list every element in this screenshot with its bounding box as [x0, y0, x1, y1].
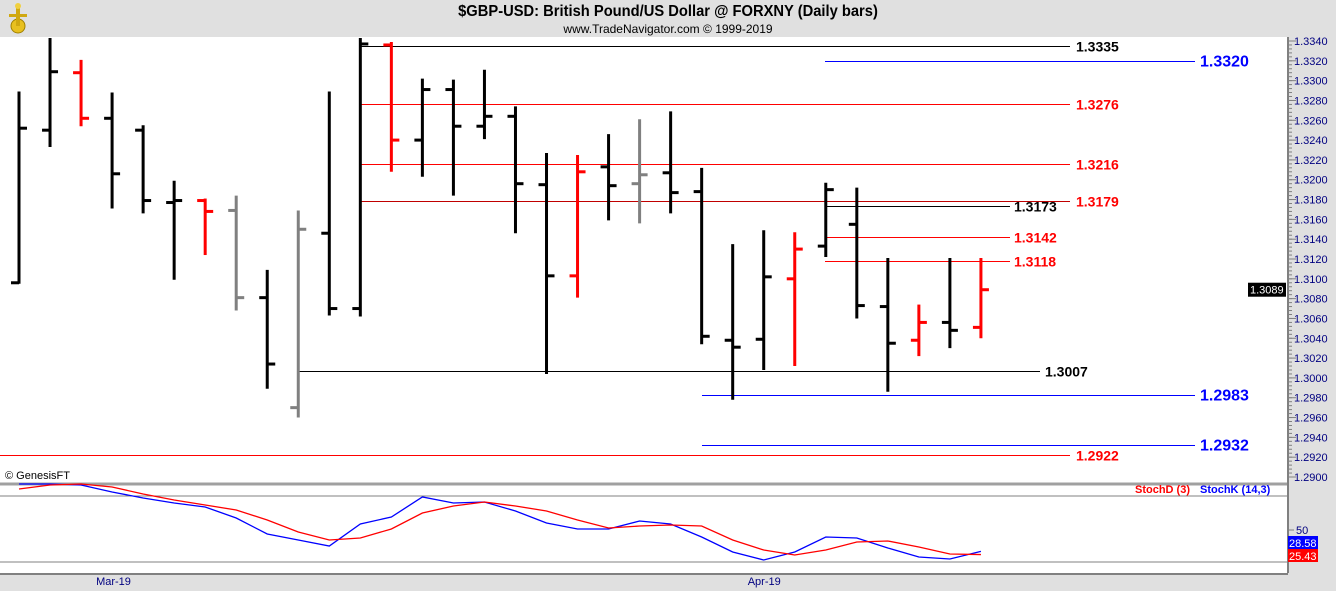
y-tick-label: 1.3340 — [1294, 36, 1328, 48]
copyright-label: © GenesisFT — [5, 470, 70, 482]
ohlc-bar — [600, 134, 617, 221]
ohlc-bar — [259, 269, 276, 389]
level-label-1.3007: 1.3007 — [1045, 364, 1088, 380]
ohlc-bar — [972, 258, 989, 339]
ohlc-bar — [73, 59, 90, 127]
ohlc-bar — [166, 180, 183, 280]
level-label-1.2932: 1.2932 — [1200, 438, 1249, 455]
stochastic-panel — [0, 485, 1288, 573]
level-label-1.3142: 1.3142 — [1014, 230, 1057, 246]
ohlc-bar — [910, 304, 927, 357]
level-label-1.2983: 1.2983 — [1200, 388, 1249, 405]
level-label-1.3276: 1.3276 — [1076, 97, 1119, 113]
ohlc-bar — [135, 125, 152, 214]
ohlc-bar — [755, 230, 772, 370]
ohlc-bar — [662, 111, 679, 214]
ohlc-bar — [848, 187, 865, 319]
last-price-box — [1248, 282, 1286, 297]
level-label-1.3216: 1.3216 — [1076, 157, 1119, 173]
y-tick-label: 1.3140 — [1294, 234, 1328, 246]
y-tick-label: 1.3260 — [1294, 115, 1328, 127]
x-tick-label: Mar-19 — [96, 576, 131, 588]
y-tick-label: 1.3300 — [1294, 76, 1328, 88]
stoch-line-d — [18, 483, 981, 556]
stochd-value-label: 25.43 — [1289, 551, 1317, 563]
y-tick-label: 1.3000 — [1294, 373, 1328, 385]
ohlc-bar — [104, 92, 121, 209]
y-tick-label: 1.3100 — [1294, 274, 1328, 286]
y-tick-label: 1.2900 — [1294, 472, 1328, 484]
level-label-1.3173: 1.3173 — [1014, 199, 1057, 215]
y-tick-label: 1.2980 — [1294, 393, 1328, 405]
level-label-1.3118: 1.3118 — [1014, 254, 1056, 270]
ohlc-bar — [817, 182, 834, 258]
y-tick-label: 1.2960 — [1294, 413, 1328, 425]
ohlc-bar — [724, 244, 741, 400]
stoch-tick-label: 50 — [1296, 525, 1308, 537]
y-tick-label: 1.3020 — [1294, 353, 1328, 365]
ohlc-bar — [228, 195, 245, 311]
chart-title: $GBP-USD: British Pound/US Dollar @ FORX… — [458, 3, 878, 20]
last-price-label: 1.3089 — [1250, 285, 1284, 297]
level-label-1.3320: 1.3320 — [1200, 54, 1249, 71]
ohlc-bar — [42, 38, 59, 148]
level-label-1.3335: 1.3335 — [1076, 39, 1119, 55]
ohlc-bar — [879, 258, 896, 392]
y-tick-label: 1.3080 — [1294, 294, 1328, 306]
ohlc-bar — [414, 78, 431, 177]
ohlc-bar — [321, 91, 338, 316]
legend-stochk: StochK (14,3) — [1200, 484, 1271, 496]
ohlc-bar — [383, 41, 400, 172]
ohlc-bar — [786, 232, 803, 367]
ohlc-bar — [507, 106, 524, 234]
y-tick-label: 1.2940 — [1294, 432, 1328, 444]
stochk-value-box — [1288, 536, 1318, 549]
legend-stochd: StochD (3) — [1135, 484, 1190, 496]
y-tick-label: 1.3240 — [1294, 135, 1328, 147]
ohlc-bar — [941, 258, 958, 349]
price-panel — [0, 37, 1288, 483]
chart-subtitle: www.TradeNavigator.com © 1999-2019 — [563, 22, 773, 36]
ohlc-bar — [352, 38, 369, 317]
y-tick-label: 1.2920 — [1294, 452, 1328, 464]
y-tick-label: 1.3060 — [1294, 313, 1328, 325]
trade-navigator-logo-icon — [9, 3, 27, 34]
ohlc-bar — [290, 210, 307, 418]
ohlc-bar — [538, 152, 555, 374]
stochd-value-box — [1288, 549, 1318, 562]
y-tick-label: 1.3160 — [1294, 214, 1328, 226]
y-tick-label: 1.3280 — [1294, 95, 1328, 107]
y-tick-label: 1.3040 — [1294, 333, 1328, 345]
level-label-1.2922: 1.2922 — [1076, 448, 1119, 464]
ohlc-bar — [11, 91, 27, 285]
level-label-1.3179: 1.3179 — [1076, 194, 1119, 210]
y-tick-label: 1.3320 — [1294, 56, 1328, 68]
y-tick-label: 1.3120 — [1294, 254, 1328, 266]
stochk-value-label: 28.58 — [1289, 538, 1317, 550]
ohlc-bar — [476, 69, 493, 140]
stoch-line-k — [19, 483, 982, 561]
ohlc-bar — [631, 119, 648, 224]
ohlc-bar — [445, 79, 462, 196]
x-tick-label: Apr-19 — [748, 576, 781, 588]
y-tick-label: 1.3220 — [1294, 155, 1328, 167]
ohlc-bar — [197, 198, 214, 256]
y-tick-label: 1.3200 — [1294, 175, 1328, 187]
ohlc-bar — [693, 167, 710, 345]
y-tick-label: 1.3180 — [1294, 195, 1328, 207]
ohlc-bar — [569, 154, 586, 298]
